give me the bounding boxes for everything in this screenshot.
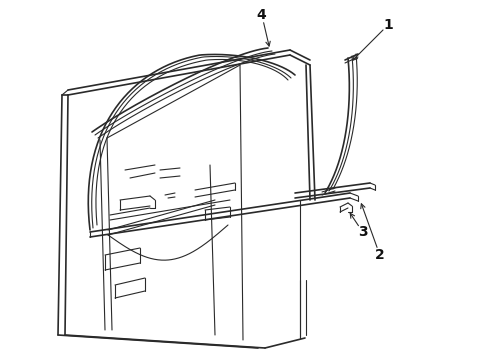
Text: 4: 4	[256, 8, 266, 22]
Text: 3: 3	[358, 225, 368, 239]
Text: 1: 1	[383, 18, 393, 32]
Text: 2: 2	[375, 248, 385, 262]
